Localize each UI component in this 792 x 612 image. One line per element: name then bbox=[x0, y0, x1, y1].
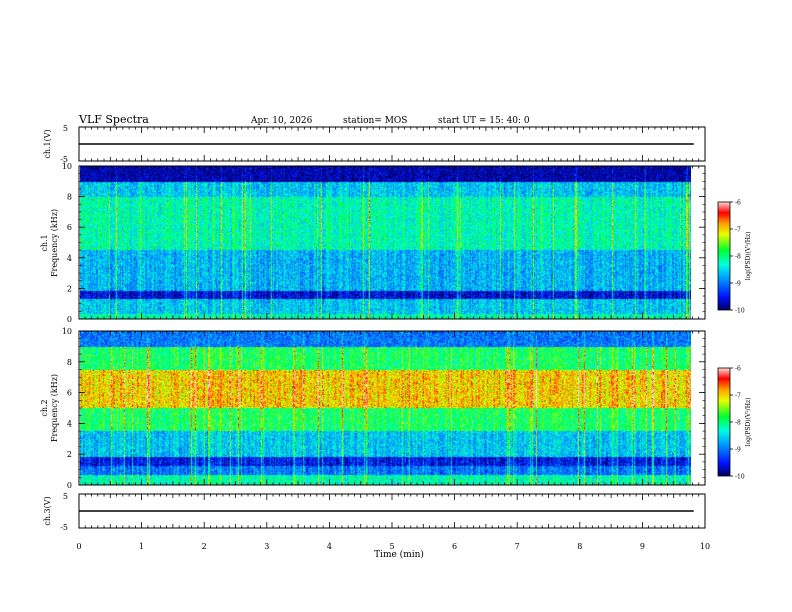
ch2-ylabel-frequency: Frequency (kHz) bbox=[50, 374, 59, 442]
ch1-ytick-label: 2 bbox=[67, 284, 72, 293]
ch2-ytick-label: 6 bbox=[67, 389, 72, 398]
ch1-colorbar-tick-label: -6 bbox=[735, 200, 741, 207]
date-label: Apr. 10, 2026 bbox=[250, 116, 313, 126]
x-tick-label: 10 bbox=[700, 542, 710, 551]
ch1-ytick-label: 4 bbox=[67, 254, 72, 263]
ch1-ytick-label: 0 bbox=[67, 315, 72, 324]
ch1-ytick-label: 10 bbox=[62, 162, 72, 171]
ch1-waveform-panel: 5 -5 ch.1(V) bbox=[43, 124, 706, 164]
ch1-ytick-label: 6 bbox=[67, 223, 72, 232]
ch2-colorbar-tick-label: -7 bbox=[735, 393, 741, 400]
ch1-colorbar-tick-label: -10 bbox=[735, 308, 745, 315]
x-tick-label: 0 bbox=[76, 542, 81, 551]
ch2-colorbar-tick-label: -8 bbox=[735, 420, 741, 427]
ch1-spectrogram-image bbox=[80, 166, 691, 319]
ch1-ylabel: ch.1(V) bbox=[43, 129, 52, 158]
ch2-colorbar-label: log(PSD)(V²/Hz) bbox=[745, 398, 752, 447]
ch2-spectrogram-panel: 0 2 4 6 8 10 ch.2 Frequency (kHz) -6 -7 -8 -9 -10… bbox=[40, 327, 752, 490]
ch2-spectrogram-image bbox=[80, 331, 691, 485]
x-tick-label: 1 bbox=[139, 542, 144, 551]
ch2-ytick-label: 0 bbox=[67, 481, 72, 490]
ch2-colorbar-tick-label: -9 bbox=[735, 447, 741, 454]
station-label: station= MOS bbox=[343, 116, 407, 126]
x-axis-label: Time (min) bbox=[374, 549, 424, 560]
ch1-ylabel-channel: ch.1 bbox=[40, 234, 49, 251]
x-tick-label: 4 bbox=[327, 542, 332, 551]
ch1-colorbar-tick-label: -8 bbox=[735, 254, 741, 261]
x-tick-label: 2 bbox=[202, 542, 207, 551]
x-tick-label: 7 bbox=[515, 542, 520, 551]
start-time-label: start UT = 15: 40: 0 bbox=[438, 116, 530, 126]
ch2-colorbar-tick-label: -6 bbox=[735, 366, 741, 373]
ch1-colorbar-tick-label: -7 bbox=[735, 227, 741, 234]
ch3-ylabel: ch.3(V) bbox=[43, 496, 52, 525]
ch1-ylabel-frequency: Frequency (kHz) bbox=[50, 209, 59, 277]
ch1-ytick-top: 5 bbox=[63, 124, 68, 133]
x-tick-label: 6 bbox=[452, 542, 457, 551]
ch2-ytick-label: 10 bbox=[62, 327, 72, 336]
ch1-colorbar bbox=[717, 201, 731, 311]
ch2-ytick-label: 2 bbox=[67, 450, 72, 459]
ch1-colorbar-label: log(PSD)(V²/Hz) bbox=[745, 232, 752, 281]
ch2-colorbar bbox=[717, 367, 731, 477]
ch1-colorbar-tick-label: -9 bbox=[735, 281, 741, 288]
figure-title: VLF Spectra bbox=[78, 113, 149, 126]
ch1-ytick-bottom: -5 bbox=[60, 155, 68, 164]
ch2-ytick-label: 4 bbox=[67, 419, 72, 428]
x-tick-label: 5 bbox=[389, 542, 394, 551]
ch2-ytick-label: 8 bbox=[67, 358, 72, 367]
x-tick-label: 8 bbox=[577, 542, 582, 551]
ch2-colorbar-tick-label: -10 bbox=[735, 474, 745, 481]
ch3-ytick-top: 5 bbox=[63, 492, 68, 501]
ch2-ylabel-channel: ch.2 bbox=[40, 399, 49, 416]
ch3-ytick-bottom: -5 bbox=[60, 523, 68, 532]
ch1-spectrogram-panel: 0 2 4 6 8 10 ch.1 Frequency (kHz) -6 -7 -8 -9 -10… bbox=[40, 162, 752, 324]
ch1-ytick-label: 8 bbox=[67, 193, 72, 202]
ch3-waveform-panel: 5 -5 ch.3(V) bbox=[43, 492, 706, 532]
x-tick-label: 9 bbox=[640, 542, 645, 551]
x-tick-label: 3 bbox=[264, 542, 269, 551]
